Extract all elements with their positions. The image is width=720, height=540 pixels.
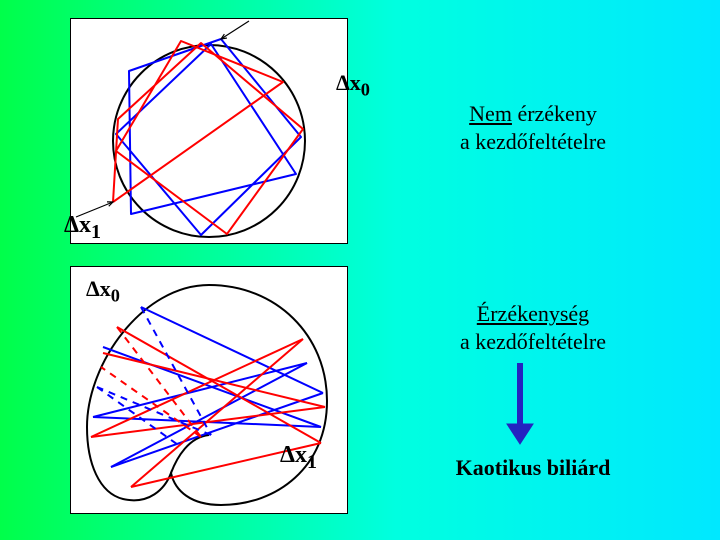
panel-circular-billiard xyxy=(70,18,348,244)
caption-chaotic-billiard: Kaotikus biliárd xyxy=(408,454,658,482)
label-delta-x0-bottom: Δx0 xyxy=(86,276,120,306)
diagram-circular-billiard xyxy=(71,19,347,243)
arrow-down-icon xyxy=(497,361,543,452)
caption-top-line2: a kezdőfeltételre xyxy=(408,128,658,156)
label-delta-x1-top: Δx1 xyxy=(64,212,101,244)
caption-sensitive: Érzékenység a kezdőfeltételre xyxy=(408,300,658,355)
caption-bottom-underlined: Érzékenység xyxy=(477,301,589,326)
caption-not-sensitive: Nem érzékeny a kezdőfeltételre xyxy=(408,100,658,155)
label-delta-x1-bottom: Δx1 xyxy=(280,442,317,474)
caption-bottom-line2: a kezdőfeltételre xyxy=(408,328,658,356)
caption-top-underlined: Nem xyxy=(469,101,512,126)
caption-top-rest: érzékeny xyxy=(512,101,597,126)
label-delta-x0-top: Δx0 xyxy=(336,70,370,100)
